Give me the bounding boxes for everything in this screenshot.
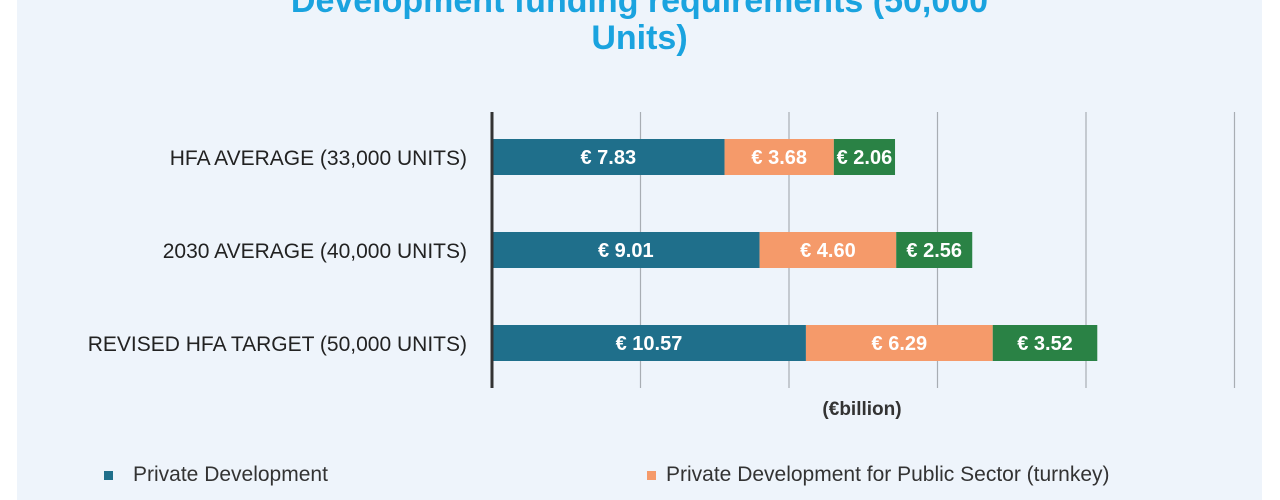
category-label-0: HFA AVERAGE (33,000 UNITS) bbox=[170, 147, 467, 170]
bar-data-label-0-2: € 2.06 bbox=[837, 147, 893, 169]
chart-title-line-1: Development funding requirements (50,000 bbox=[290, 0, 989, 20]
legend-entry-private-development: Private Development bbox=[104, 463, 328, 487]
chart-panel: Development funding requirements (50,000… bbox=[17, 0, 1262, 500]
bar-data-label-0-1: € 3.68 bbox=[751, 147, 807, 169]
legend-label-private-development-public-sector: Private Development for Public Sector (t… bbox=[666, 463, 1110, 486]
chart-title-line-2: Units) bbox=[591, 19, 688, 57]
category-label-2: REVISED HFA TARGET (50,000 UNITS) bbox=[88, 333, 467, 356]
bar-segment-0-2 bbox=[833, 139, 896, 175]
legend-label-private-development: Private Development bbox=[133, 463, 328, 486]
bar-segment-0-0 bbox=[492, 139, 725, 175]
bar-data-label-2-1: € 6.29 bbox=[872, 333, 928, 355]
bar-segment-2-0 bbox=[492, 325, 806, 361]
legend-swatch-private-development-public-sector bbox=[647, 470, 656, 480]
x-axis-label: (€billion) bbox=[822, 399, 901, 420]
bar-segment-1-1 bbox=[759, 232, 897, 268]
bar-data-label-0-0: € 7.83 bbox=[580, 147, 636, 169]
legend-swatch-private-development bbox=[104, 470, 113, 480]
bar-data-label-1-1: € 4.60 bbox=[800, 240, 856, 262]
bar-segment-1-2 bbox=[896, 232, 973, 268]
bar-segment-2-1 bbox=[805, 325, 993, 361]
bar-data-label-2-2: € 3.52 bbox=[1017, 333, 1073, 355]
bar-data-label-1-0: € 9.01 bbox=[598, 240, 654, 262]
bar-data-label-1-2: € 2.56 bbox=[906, 240, 962, 262]
bar-segment-2-2 bbox=[992, 325, 1098, 361]
legend-entry-private-development-public-sector: Private Development for Public Sector (t… bbox=[647, 463, 1110, 487]
bar-segment-1-0 bbox=[492, 232, 760, 268]
category-label-1: 2030 AVERAGE (40,000 UNITS) bbox=[163, 240, 467, 263]
bar-chart: € 7.83 € 3.68 € 2.06 HFA AVERAGE (33,000 UN… bbox=[88, 112, 1236, 420]
bar-data-label-2-0: € 10.57 bbox=[616, 333, 683, 355]
bar-segment-0-1 bbox=[724, 139, 834, 175]
